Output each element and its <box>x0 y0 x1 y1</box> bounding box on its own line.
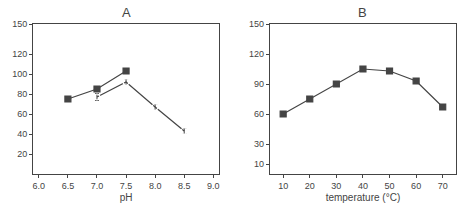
svg-text:20: 20 <box>305 181 315 191</box>
svg-text:60: 60 <box>254 109 264 119</box>
svg-text:30: 30 <box>331 181 341 191</box>
svg-text:150: 150 <box>12 19 27 29</box>
svg-text:7.5: 7.5 <box>120 181 133 191</box>
svg-text:A: A <box>122 5 131 20</box>
svg-text:6.5: 6.5 <box>62 181 75 191</box>
svg-text:60: 60 <box>411 181 421 191</box>
svg-text:120: 120 <box>12 49 27 59</box>
svg-text:50: 50 <box>385 181 395 191</box>
svg-text:40: 40 <box>17 129 27 139</box>
svg-text:pH: pH <box>120 192 133 203</box>
svg-text:8.5: 8.5 <box>178 181 191 191</box>
svg-text:20: 20 <box>17 149 27 159</box>
svg-text:150: 150 <box>249 19 264 29</box>
svg-text:70: 70 <box>438 181 448 191</box>
svg-text:9.0: 9.0 <box>207 181 220 191</box>
svg-text:80: 80 <box>17 89 27 99</box>
svg-text:6.0: 6.0 <box>33 181 46 191</box>
svg-text:90: 90 <box>254 79 264 89</box>
svg-text:8.0: 8.0 <box>149 181 162 191</box>
svg-text:60: 60 <box>17 109 27 119</box>
svg-text:10: 10 <box>278 181 288 191</box>
svg-text:10: 10 <box>254 159 264 169</box>
svg-text:30: 30 <box>254 139 264 149</box>
svg-text:temperature (°C): temperature (°C) <box>326 192 401 203</box>
svg-text:40: 40 <box>358 181 368 191</box>
svg-text:100: 100 <box>12 69 27 79</box>
svg-text:B: B <box>358 5 367 20</box>
svg-text:120: 120 <box>249 49 264 59</box>
svg-text:7.0: 7.0 <box>91 181 104 191</box>
